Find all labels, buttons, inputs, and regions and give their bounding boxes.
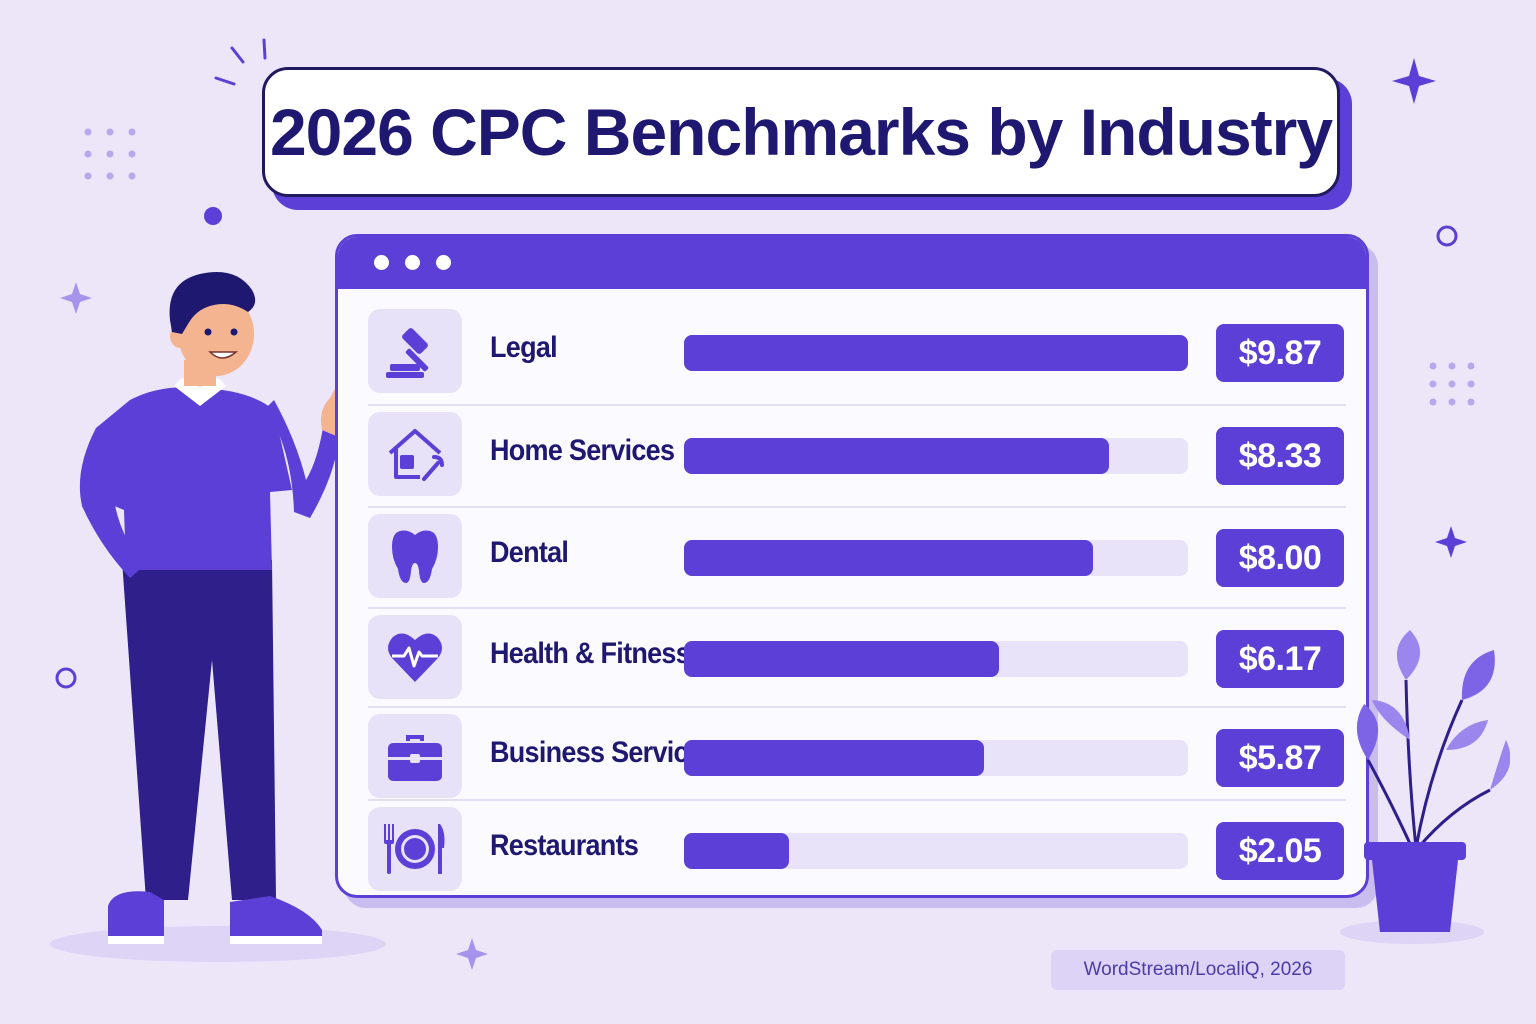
row-divider <box>368 706 1346 708</box>
value-label: $6.17 <box>1216 630 1344 688</box>
chart-window: Legal $9.87 Home Services $8.33 Dental $8.0… <box>335 234 1369 898</box>
window-dot-1 <box>374 255 389 270</box>
row-divider <box>368 404 1346 406</box>
category-label: Home Services <box>490 434 675 467</box>
category-label: Legal <box>490 331 558 364</box>
bar-track <box>684 641 1188 677</box>
dining-icon <box>368 807 462 891</box>
bar-row: Business Services $5.87 <box>368 714 1346 810</box>
bar <box>684 438 1109 474</box>
bar-row: Home Services $8.33 <box>368 412 1346 508</box>
category-label: Business Services <box>490 736 717 769</box>
window-dot-2 <box>405 255 420 270</box>
heartbeat-icon <box>368 615 462 699</box>
bar-row: Legal $9.87 <box>368 309 1346 405</box>
tooth-icon <box>368 514 462 598</box>
bar-track <box>684 540 1188 576</box>
bar-track <box>684 740 1188 776</box>
bar-track <box>684 438 1188 474</box>
bar-track <box>684 833 1188 869</box>
row-divider <box>368 607 1346 609</box>
chart-title: 2026 CPC Benchmarks by Industry <box>269 95 1333 169</box>
value-label: $8.00 <box>1216 529 1344 587</box>
home-repair-icon <box>368 412 462 496</box>
bar-row: Dental $8.00 <box>368 514 1346 610</box>
source-note: WordStream/LocaliQ, 2026 <box>1051 950 1345 990</box>
bar <box>684 740 984 776</box>
category-label: Dental <box>490 536 569 569</box>
bar-row: Health & Fitness $6.17 <box>368 615 1346 711</box>
briefcase-icon <box>368 714 462 798</box>
value-label: $2.05 <box>1216 822 1344 880</box>
category-label: Health & Fitness <box>490 637 691 670</box>
bar <box>684 641 999 677</box>
window-dot-3 <box>436 255 451 270</box>
window-title-bar <box>338 237 1366 289</box>
bar-track <box>684 335 1188 371</box>
row-divider <box>368 506 1346 508</box>
category-label: Restaurants <box>490 829 639 862</box>
title-banner: 2026 CPC Benchmarks by Industry <box>262 67 1340 197</box>
value-label: $8.33 <box>1216 427 1344 485</box>
value-label: $9.87 <box>1216 324 1344 382</box>
bar-row: Restaurants $2.05 <box>368 807 1346 895</box>
person-illustration <box>79 272 357 944</box>
row-divider <box>368 799 1346 801</box>
bar <box>684 833 789 869</box>
value-label: $5.87 <box>1216 729 1344 787</box>
plant-illustration <box>1356 630 1510 932</box>
bar <box>684 335 1188 371</box>
bar <box>684 540 1093 576</box>
gavel-icon <box>368 309 462 393</box>
